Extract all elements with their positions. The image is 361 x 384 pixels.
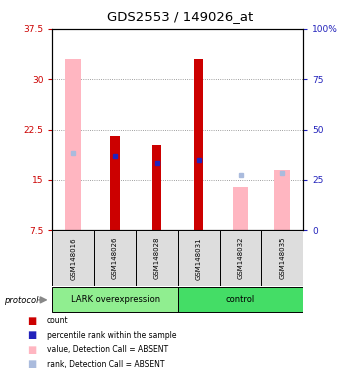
Text: count: count (47, 316, 69, 325)
Bar (52, 287, 178, 312)
Bar (65, 59, 81, 230)
Bar (178, 230, 219, 286)
Text: GSM148026: GSM148026 (112, 237, 118, 280)
Text: GDS2553 / 149026_at: GDS2553 / 149026_at (107, 10, 254, 23)
Text: protocol: protocol (4, 296, 38, 305)
Text: GSM148032: GSM148032 (238, 237, 244, 280)
Bar (110, 136, 119, 230)
Bar (261, 230, 303, 286)
Text: ■: ■ (27, 330, 36, 340)
Bar (178, 287, 303, 312)
Bar (94, 230, 136, 286)
Text: value, Detection Call = ABSENT: value, Detection Call = ABSENT (47, 345, 168, 354)
Text: GSM148031: GSM148031 (196, 237, 202, 280)
Bar (52, 230, 94, 286)
Bar (194, 59, 203, 230)
Bar (219, 230, 261, 286)
Bar (136, 230, 178, 286)
Text: GSM148035: GSM148035 (279, 237, 285, 280)
Text: ■: ■ (27, 359, 36, 369)
Bar (274, 170, 290, 230)
Text: control: control (226, 295, 255, 304)
Text: ■: ■ (27, 345, 36, 355)
Text: rank, Detection Call = ABSENT: rank, Detection Call = ABSENT (47, 360, 164, 369)
Text: GSM148016: GSM148016 (70, 237, 76, 280)
Text: GSM148028: GSM148028 (154, 237, 160, 280)
Text: LARK overexpression: LARK overexpression (70, 295, 160, 304)
Text: percentile rank within the sample: percentile rank within the sample (47, 331, 177, 340)
Text: ■: ■ (27, 316, 36, 326)
Bar (152, 145, 161, 230)
Bar (232, 187, 248, 230)
